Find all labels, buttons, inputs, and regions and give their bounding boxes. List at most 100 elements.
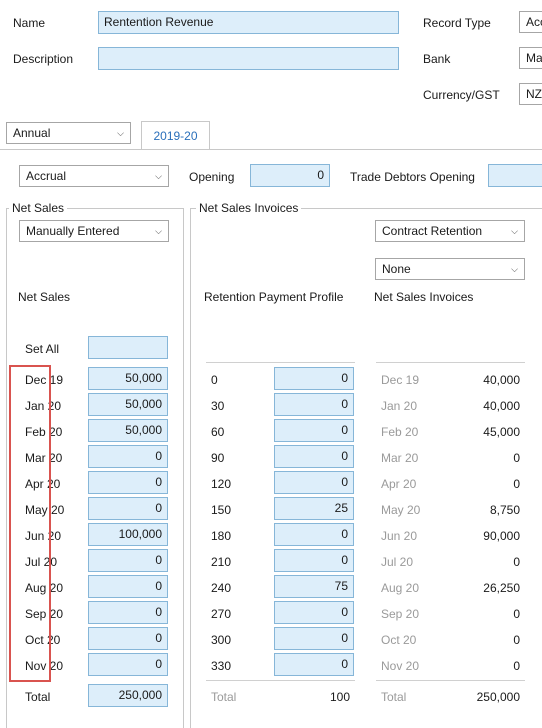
trade-debtors-opening-field[interactable] — [488, 164, 542, 187]
retention-days-label: 210 — [211, 555, 232, 569]
opening-field[interactable]: 0 — [250, 164, 330, 187]
invoice-value: 0 — [513, 633, 520, 647]
net-sales-value-field[interactable]: 50,000 — [88, 419, 168, 442]
invoice-month-label: Nov 20 — [381, 659, 420, 673]
set-all-field[interactable] — [88, 336, 168, 359]
retention-profile-heading: Retention Payment Profile — [204, 290, 344, 304]
description-label: Description — [13, 52, 74, 66]
retention-days-label: 0 — [211, 373, 218, 387]
retention-percent-field[interactable]: 0 — [274, 549, 354, 572]
net-sales-total-field: 250,000 — [88, 684, 168, 707]
net-sales-heading: Net Sales — [18, 290, 71, 304]
retention-percent-field[interactable]: 0 — [274, 367, 354, 390]
net-sales-value-field[interactable]: 0 — [88, 627, 168, 650]
net-sales-month-label: Nov 20 — [25, 659, 64, 673]
record-type-select[interactable]: Acc — [519, 11, 542, 33]
invoice-month-label: Jul 20 — [381, 555, 414, 569]
invoice-value: 0 — [513, 477, 520, 491]
record-type-value: Acc — [526, 15, 542, 29]
profile-total-separator — [206, 680, 355, 681]
retention-profile-value: Contract Retention — [382, 224, 483, 238]
net-sales-value-field[interactable]: 50,000 — [88, 367, 168, 390]
bank-label: Bank — [423, 52, 451, 66]
invoices-total-label: Total — [381, 690, 407, 704]
invoice-month-label: Apr 20 — [381, 477, 417, 491]
invoice-month-label: Oct 20 — [381, 633, 417, 647]
net-sales-value-field[interactable]: 50,000 — [88, 393, 168, 416]
net-sales-mode-select[interactable]: Manually Entered ⌵ — [19, 220, 169, 242]
description-field[interactable] — [98, 47, 399, 70]
retention-percent-field[interactable]: 0 — [274, 445, 354, 468]
retention-days-label: 30 — [211, 399, 225, 413]
retention-days-label: 60 — [211, 425, 225, 439]
net-sales-invoices-group-title: Net Sales Invoices — [196, 201, 302, 215]
retention-percent-field[interactable]: 75 — [274, 575, 354, 598]
chevron-down-icon: ⌵ — [155, 226, 162, 236]
net-sales-month-label: Aug 20 — [25, 581, 64, 595]
tab-divider — [0, 149, 542, 150]
chevron-down-icon: ⌵ — [117, 128, 124, 138]
retention-percent-field[interactable]: 25 — [274, 497, 354, 520]
invoice-value: 40,000 — [483, 373, 520, 387]
invoice-month-label: Feb 20 — [381, 425, 419, 439]
net-sales-month-label: Apr 20 — [25, 477, 61, 491]
currency-select[interactable]: NZ — [519, 83, 542, 105]
trade-debtors-opening-label: Trade Debtors Opening — [350, 170, 475, 184]
invoice-value: 26,250 — [483, 581, 520, 595]
retention-percent-field[interactable]: 0 — [274, 601, 354, 624]
net-sales-value-field[interactable]: 0 — [88, 549, 168, 572]
currency-label: Currency/GST — [423, 88, 500, 102]
retention-profile-select[interactable]: Contract Retention ⌵ — [375, 220, 525, 242]
retention-percent-field[interactable]: 0 — [274, 393, 354, 416]
profile-total-value: 100 — [329, 690, 350, 704]
invoice-month-label: Mar 20 — [381, 451, 419, 465]
net-sales-month-label: Jan 20 — [25, 399, 62, 413]
period-select[interactable]: Annual ⌵ — [6, 122, 131, 144]
set-all-label: Set All — [25, 342, 60, 356]
invoice-value: 90,000 — [483, 529, 520, 543]
net-sales-month-label: Jun 20 — [25, 529, 62, 543]
retention-percent-field[interactable]: 0 — [274, 653, 354, 676]
net-sales-month-label: Dec 19 — [25, 373, 64, 387]
net-sales-group-title: Net Sales — [9, 201, 68, 215]
net-sales-value-field[interactable]: 0 — [88, 575, 168, 598]
chevron-down-icon: ⌵ — [511, 226, 518, 236]
net-sales-value-field[interactable]: 0 — [88, 445, 168, 468]
retention-percent-field[interactable]: 0 — [274, 523, 354, 546]
net-sales-invoices-group — [190, 208, 542, 728]
net-sales-value-field[interactable]: 0 — [88, 653, 168, 676]
net-sales-month-label: Sep 20 — [25, 607, 64, 621]
tab-2019-20[interactable]: 2019-20 — [141, 121, 210, 150]
invoice-value: 0 — [513, 451, 520, 465]
net-sales-month-label: Mar 20 — [25, 451, 63, 465]
invoice-month-label: Dec 19 — [381, 373, 420, 387]
method-select[interactable]: Accrual ⌵ — [19, 165, 169, 187]
invoice-value: 0 — [513, 659, 520, 673]
retention-days-label: 300 — [211, 633, 232, 647]
net-sales-value-field[interactable]: 0 — [88, 497, 168, 520]
invoice-value: 0 — [513, 555, 520, 569]
months-highlight-box — [9, 365, 51, 682]
retention-percent-field[interactable]: 0 — [274, 471, 354, 494]
invoice-value: 8,750 — [489, 503, 520, 517]
name-field[interactable]: Rentention Revenue — [98, 11, 399, 34]
tab-label: 2019-20 — [153, 129, 198, 143]
invoice-month-label: Aug 20 — [381, 581, 420, 595]
net-sales-value-field[interactable]: 0 — [88, 471, 168, 494]
record-type-label: Record Type — [423, 16, 491, 30]
retention-percent-field[interactable]: 0 — [274, 627, 354, 650]
net-sales-value-field[interactable]: 100,000 — [88, 523, 168, 546]
net-sales-month-label: Feb 20 — [25, 425, 63, 439]
net-sales-invoices-heading: Net Sales Invoices — [374, 290, 474, 304]
net-sales-value-field[interactable]: 0 — [88, 601, 168, 624]
secondary-select-value: None — [382, 262, 411, 276]
profile-separator — [206, 362, 355, 363]
retention-days-label: 180 — [211, 529, 232, 543]
retention-days-label: 270 — [211, 607, 232, 621]
secondary-select[interactable]: None ⌵ — [375, 258, 525, 280]
retention-days-label: 240 — [211, 581, 232, 595]
retention-days-label: 120 — [211, 477, 232, 491]
retention-percent-field[interactable]: 0 — [274, 419, 354, 442]
bank-select[interactable]: Ma — [519, 47, 542, 69]
currency-value: NZ — [526, 87, 542, 101]
